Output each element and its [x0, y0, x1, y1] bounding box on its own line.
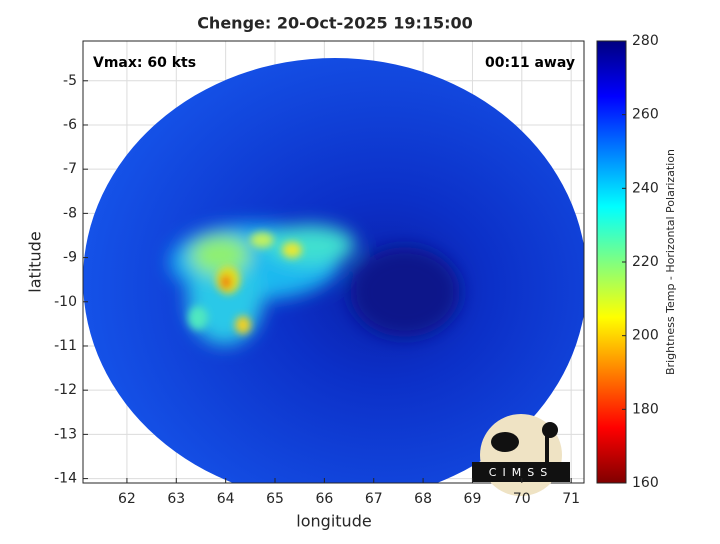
y-tick-label: -11: [54, 338, 77, 354]
x-axis-label: longitude: [296, 512, 371, 531]
x-tick-label: 69: [464, 491, 482, 507]
colorbar-tick-label: 160: [632, 475, 659, 491]
swath-image: [83, 58, 584, 483]
x-tick-label: 63: [167, 491, 185, 507]
y-tick-label: -13: [54, 426, 77, 442]
logo-text: CIMSS: [489, 466, 553, 479]
plot-frame: [82, 40, 585, 484]
colorbar: [596, 40, 627, 484]
y-axis-label: latitude: [26, 231, 45, 292]
y-tick-label: -5: [63, 73, 77, 89]
colorbar-tick-label: 240: [632, 180, 659, 196]
y-tick-label: -6: [63, 117, 77, 133]
y-tick-label: -7: [63, 161, 77, 177]
x-tick-label: 70: [513, 491, 531, 507]
x-tick-label: 65: [266, 491, 284, 507]
y-tick-label: -8: [63, 205, 77, 221]
x-tick-label: 71: [562, 491, 580, 507]
y-tick-label: -9: [63, 250, 77, 266]
colorbar-tick-label: 260: [632, 107, 659, 123]
x-tick-label: 67: [365, 491, 383, 507]
x-tick-label: 64: [217, 491, 235, 507]
cimss-logo: CIMSS: [472, 414, 570, 496]
x-tick-label: 68: [414, 491, 432, 507]
y-tick-label: -10: [54, 294, 77, 310]
x-tick-label: 62: [118, 491, 136, 507]
y-tick-label: -14: [54, 471, 77, 487]
annotation: Vmax: 60 kts: [93, 55, 196, 71]
chart-title: Chenge: 20-Oct-2025 19:15:00: [197, 14, 473, 33]
x-tick-label: 66: [315, 491, 333, 507]
colorbar-tick-label: 180: [632, 401, 659, 417]
colorbar-tick-label: 280: [632, 33, 659, 49]
colorbar-tick-label: 220: [632, 254, 659, 270]
y-tick-label: -12: [54, 382, 77, 398]
annotation: 00:11 away: [485, 55, 575, 71]
colorbar-label: Brightness Temp - Horizontal Polarizatio…: [664, 149, 677, 375]
colorbar-tick-label: 200: [632, 328, 659, 344]
